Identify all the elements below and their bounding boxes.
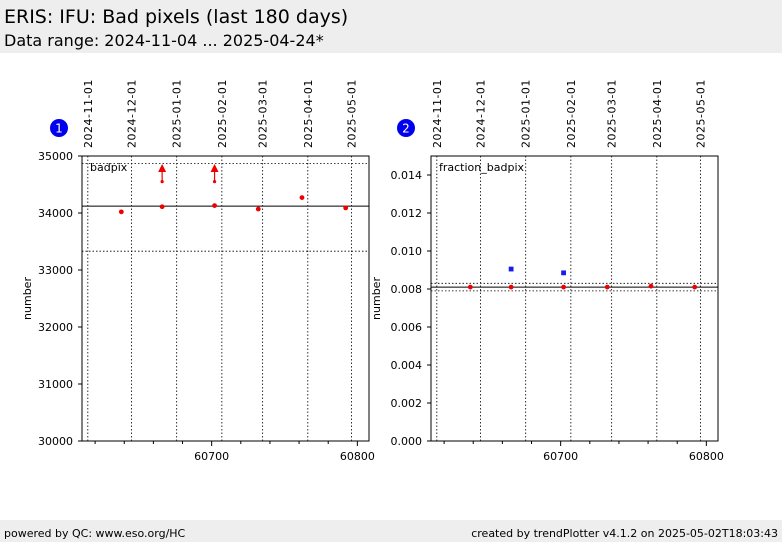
- y-tick-label: 0.006: [391, 321, 423, 334]
- plot-frame: [430, 155, 719, 442]
- date-tick-label: 2025-01-01: [520, 79, 533, 148]
- y-axis-label: number: [370, 277, 383, 320]
- outlier-point: [212, 180, 217, 184]
- y-tick-label: 0.008: [391, 283, 423, 296]
- data-point: [467, 284, 473, 290]
- footer-bar: powered by QC: www.eso.org/HC created by…: [0, 520, 782, 542]
- y-tick-label: 32000: [38, 321, 73, 334]
- date-tick-label: 2025-03-01: [257, 79, 270, 148]
- page-title: ERIS: IFU: Bad pixels (last 180 days): [4, 6, 349, 28]
- date-tick-label: 2025-02-01: [565, 79, 578, 148]
- y-tick-label: 0.012: [391, 207, 423, 220]
- data-point: [561, 284, 566, 290]
- data-point-alt: [561, 270, 566, 276]
- data-point: [159, 204, 165, 210]
- y-tick-label: 30000: [38, 435, 73, 448]
- date-tick-label: 2025-04-01: [302, 79, 315, 148]
- date-tick-label: 2024-12-01: [126, 79, 139, 148]
- outlier-arrow-head: [210, 164, 219, 172]
- y-tick-label: 0.000: [391, 435, 423, 448]
- y-axis-label: number: [21, 277, 34, 320]
- date-tick-label: 2025-01-01: [171, 79, 184, 148]
- parameter-label: badpix: [90, 161, 128, 174]
- chart-panel-2: 2 2024-11-01 2024-12-01 2025-01-01 2025-02-0…: [370, 79, 724, 463]
- panel-badge-number: 1: [55, 122, 63, 136]
- footer-powered-by: powered by QC: www.eso.org/HC: [4, 527, 186, 540]
- date-tick-label: 2025-04-01: [651, 79, 664, 148]
- data-range-subtitle: Data range: 2024-11-04 ... 2025-04-24*: [4, 31, 324, 50]
- x-tick-label: 60800: [689, 450, 724, 463]
- x-tick-label: 60800: [340, 450, 375, 463]
- outlier-point: [160, 180, 164, 184]
- date-tick-label: 2025-05-01: [695, 79, 708, 148]
- header-bar: ERIS: IFU: Bad pixels (last 180 days) Da…: [0, 0, 782, 53]
- data-point: [299, 195, 305, 201]
- data-point: [604, 284, 610, 290]
- date-tick-label: 2025-05-01: [346, 79, 359, 148]
- parameter-label: fraction_badpix: [439, 161, 524, 174]
- panel-badge: [397, 119, 415, 137]
- y-tick-label: 35000: [38, 150, 73, 163]
- footer-created-by: created by trendPlotter v4.1.2 on 2025-0…: [471, 527, 778, 540]
- y-tick-label: 0.010: [391, 245, 423, 258]
- y-tick-label: 0.002: [391, 397, 423, 410]
- data-point: [692, 284, 698, 290]
- y-tick-label: 31000: [38, 378, 73, 391]
- y-tick-label: 0.004: [391, 359, 423, 372]
- date-tick-label: 2024-11-01: [431, 79, 444, 148]
- x-tick-label: 60700: [543, 450, 578, 463]
- y-tick-label: 34000: [38, 207, 73, 220]
- data-point: [212, 203, 217, 208]
- data-point: [648, 283, 654, 289]
- date-tick-label: 2024-11-01: [82, 79, 95, 148]
- panel-badge-number: 2: [402, 122, 410, 136]
- y-tick-label: 33000: [38, 264, 73, 277]
- panel-badge: [50, 119, 68, 137]
- data-point: [118, 209, 124, 215]
- date-tick-label: 2024-12-01: [475, 79, 488, 148]
- data-point: [255, 206, 261, 212]
- outlier-arrow-head: [158, 164, 167, 172]
- date-tick-label: 2025-03-01: [606, 79, 619, 148]
- date-tick-label: 2025-02-01: [216, 79, 229, 148]
- x-tick-label: 60700: [194, 450, 229, 463]
- plot-frame: [81, 155, 370, 442]
- data-point: [343, 205, 349, 211]
- chart-panel-1: 1 2024-11-01 2024-12-01 2025-01-01 2025-02-0…: [21, 79, 375, 463]
- data-point: [508, 284, 514, 290]
- y-tick-label: 0.014: [391, 169, 423, 182]
- data-point-alt: [508, 266, 514, 272]
